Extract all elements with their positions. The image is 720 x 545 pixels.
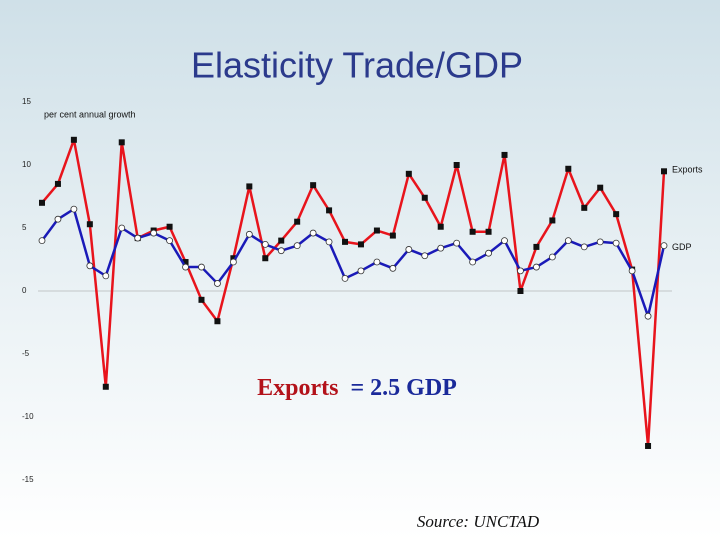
series-line <box>40 207 666 318</box>
point-marker <box>596 238 604 246</box>
point-marker <box>533 263 540 271</box>
point-marker <box>453 239 461 247</box>
point-marker <box>325 238 333 246</box>
point-marker <box>613 211 620 218</box>
point-marker <box>214 318 221 325</box>
point-marker <box>102 383 109 390</box>
point-marker <box>341 274 349 282</box>
point-marker <box>389 264 397 272</box>
y-tick-label: -5 <box>22 349 30 358</box>
point-marker <box>86 221 93 228</box>
point-marker <box>246 183 253 190</box>
point-marker <box>294 218 301 225</box>
point-marker <box>389 232 396 239</box>
point-marker <box>182 263 189 271</box>
point-marker <box>485 249 492 257</box>
y-tick-label: -10 <box>22 412 34 421</box>
point-marker <box>166 223 173 230</box>
point-marker <box>182 259 189 266</box>
y-axis-label: per cent annual growth <box>44 109 136 119</box>
point-marker <box>309 229 317 237</box>
point-marker <box>214 280 221 287</box>
y-tick-label: 15 <box>22 97 31 106</box>
point-marker <box>501 237 508 245</box>
point-marker <box>198 263 205 271</box>
point-marker <box>628 267 636 275</box>
point-marker <box>54 215 62 223</box>
point-marker <box>342 238 349 245</box>
point-marker <box>421 252 429 260</box>
y-tick-label: 10 <box>22 160 31 169</box>
point-marker <box>517 288 524 294</box>
point-marker <box>469 258 477 266</box>
point-marker <box>373 227 380 234</box>
point-marker <box>54 180 61 187</box>
point-marker <box>597 184 604 191</box>
point-marker <box>453 162 460 168</box>
point-marker <box>39 199 45 206</box>
point-marker <box>612 239 620 247</box>
legend-label: GDP <box>672 242 692 252</box>
point-marker <box>581 204 588 211</box>
annotation-part: Exports <box>257 375 338 401</box>
y-tick-label: 5 <box>22 223 27 232</box>
chart-title: Elasticity Trade/GDP <box>191 45 523 86</box>
point-marker <box>262 255 269 262</box>
point-marker <box>565 165 572 172</box>
point-marker <box>198 296 205 303</box>
point-marker <box>533 243 540 250</box>
point-marker <box>373 258 381 266</box>
point-marker <box>293 242 301 250</box>
annotation: Exports = 2.5 GDP <box>257 375 457 401</box>
point-marker <box>166 237 173 245</box>
y-tick-label: -15 <box>22 475 34 484</box>
point-marker <box>102 272 110 280</box>
point-marker <box>230 255 237 262</box>
point-marker <box>118 224 126 232</box>
point-marker <box>549 217 556 224</box>
point-marker <box>38 237 46 245</box>
point-marker <box>134 234 142 242</box>
point-marker <box>70 136 77 143</box>
point-marker <box>310 182 317 189</box>
point-marker <box>645 442 652 449</box>
point-marker <box>405 170 412 177</box>
point-marker <box>517 267 524 275</box>
point-marker <box>277 247 285 255</box>
point-marker <box>661 168 667 175</box>
point-marker <box>421 194 428 201</box>
point-marker <box>229 258 237 266</box>
y-tick-label: 0 <box>22 286 27 295</box>
point-marker <box>644 312 652 320</box>
point-marker <box>326 207 333 214</box>
point-marker <box>405 246 413 253</box>
point-marker <box>580 243 588 251</box>
point-marker <box>437 244 445 252</box>
point-marker <box>564 237 572 245</box>
point-marker <box>261 240 269 248</box>
point-marker <box>485 228 492 235</box>
legend-label: Exports <box>672 165 703 175</box>
point-marker <box>118 139 125 146</box>
point-marker <box>357 241 364 248</box>
point-marker <box>245 230 253 238</box>
source: Source: UNCTAD <box>417 512 540 531</box>
point-marker <box>86 262 94 270</box>
point-marker <box>278 237 285 244</box>
annotation-part: = 2.5 GDP <box>351 375 457 401</box>
point-marker <box>70 205 78 213</box>
point-marker <box>501 151 508 158</box>
point-marker <box>150 229 158 237</box>
point-marker <box>437 223 444 230</box>
point-marker <box>469 228 476 235</box>
point-marker <box>660 242 668 250</box>
point-marker <box>548 253 556 261</box>
point-marker <box>357 267 365 275</box>
